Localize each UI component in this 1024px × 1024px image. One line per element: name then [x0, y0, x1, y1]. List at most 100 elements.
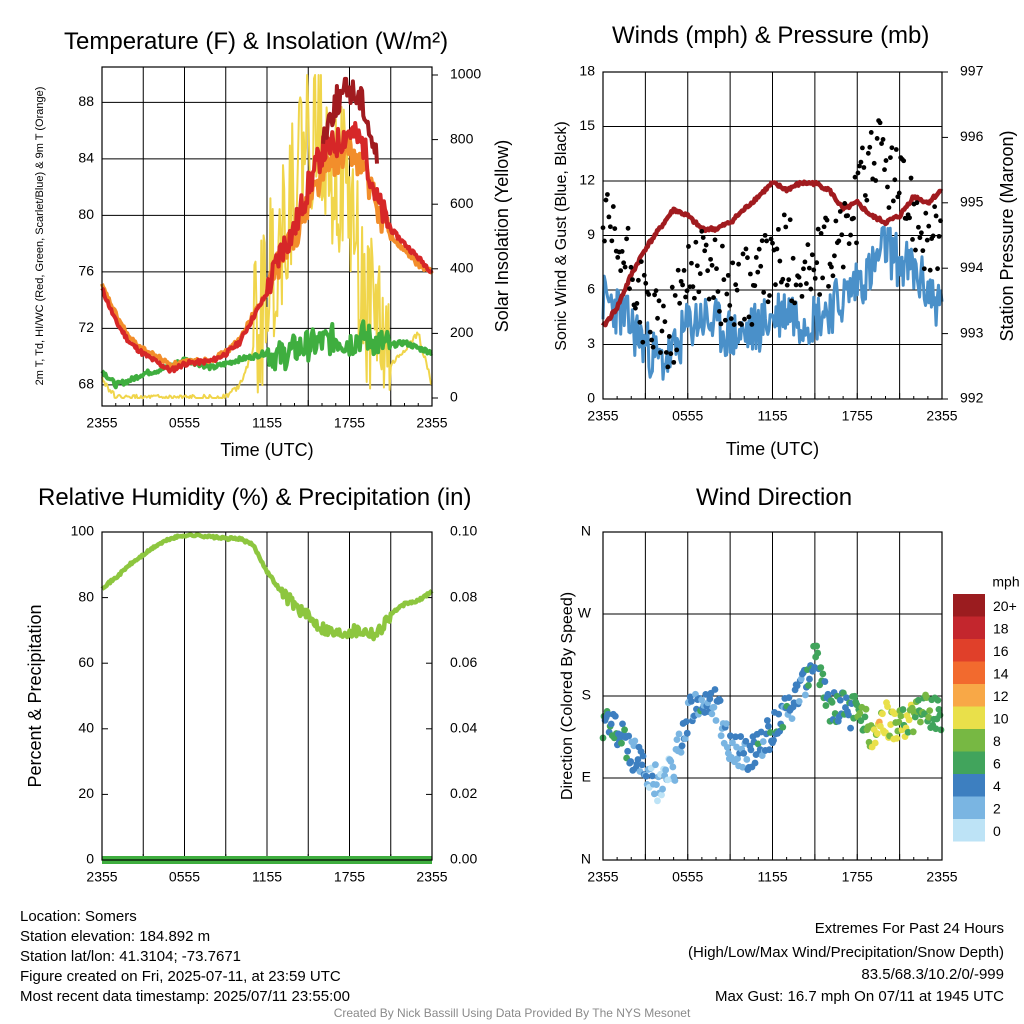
- gust-point: [784, 282, 790, 288]
- gust-point: [773, 282, 778, 288]
- direction-point: [675, 730, 683, 738]
- direction-point: [937, 726, 945, 734]
- gust-point: [880, 137, 886, 142]
- gust-point: [815, 226, 821, 232]
- plot-border: [101, 66, 433, 407]
- gust-point: [696, 289, 702, 295]
- direction-point: [751, 759, 759, 767]
- gust-point: [675, 267, 681, 273]
- gust-point: [719, 243, 725, 249]
- gust-point: [901, 158, 907, 164]
- direction-point: [847, 724, 854, 732]
- legend-swatch: [953, 661, 985, 684]
- x-tick-label: 0555: [169, 869, 200, 885]
- gust-point: [733, 282, 739, 288]
- gust-point: [662, 319, 668, 325]
- gust-point: [860, 145, 865, 151]
- gust-point: [888, 155, 893, 160]
- direction-point: [845, 711, 852, 719]
- gust-point: [812, 275, 818, 281]
- gust-point: [767, 293, 772, 298]
- direction-point: [767, 729, 774, 736]
- gust-point: [836, 238, 842, 244]
- gust-point: [689, 260, 694, 266]
- gust-point: [671, 359, 677, 365]
- direction-point: [785, 694, 793, 702]
- direction-point: [702, 690, 710, 698]
- y-tick-label: 88: [78, 93, 94, 109]
- direction-point: [619, 720, 626, 728]
- direction-point: [625, 732, 633, 740]
- direction-point: [905, 716, 913, 724]
- gust-point: [628, 264, 634, 270]
- legend-label: 16: [993, 643, 1009, 659]
- x-tick-label: 1155: [757, 408, 787, 424]
- gust-point: [874, 136, 880, 141]
- direction-point: [754, 740, 762, 748]
- recent-data-text: Most recent data timestamp: 2025/07/11 2…: [20, 988, 350, 1005]
- direction-point: [698, 696, 706, 704]
- direction-point: [873, 730, 881, 737]
- gust-point: [652, 292, 657, 298]
- gust-point: [936, 233, 942, 239]
- gust-point: [709, 262, 715, 268]
- direction-point: [856, 709, 864, 717]
- x-tick-label: 1155: [252, 869, 282, 885]
- direction-point: [923, 694, 930, 701]
- direction-point: [673, 736, 681, 744]
- gust-point: [896, 190, 902, 196]
- y-tick-label: 0: [587, 390, 595, 406]
- gust-point: [910, 236, 915, 242]
- y-tick-label: 100: [71, 523, 95, 539]
- direction-point: [710, 703, 718, 711]
- gust-point: [914, 200, 920, 206]
- x-tick-label: 0555: [169, 415, 200, 431]
- y-tick-label: 12: [579, 172, 595, 188]
- gust-point: [907, 215, 912, 221]
- gust-point: [635, 277, 641, 283]
- gust-point: [742, 316, 747, 322]
- y2-tick-label: 0.02: [450, 785, 477, 801]
- y-tick-label: 9: [587, 226, 595, 242]
- y-tick-label: 68: [78, 376, 94, 392]
- gust-point: [717, 308, 722, 314]
- gust-point: [747, 271, 753, 277]
- gust-point: [734, 287, 740, 293]
- gust-point: [882, 167, 887, 173]
- latlon-text: Station lat/lon: 41.3104; -73.7671: [20, 948, 242, 965]
- direction-point: [793, 682, 801, 690]
- gust-point: [765, 299, 771, 305]
- gust-point: [753, 255, 759, 260]
- gust-point: [805, 242, 811, 248]
- direction-point: [706, 695, 714, 703]
- gust-point: [691, 295, 697, 301]
- direction-point: [678, 742, 686, 750]
- y-tick-label: 80: [78, 206, 94, 222]
- gust-point: [749, 322, 755, 327]
- y2-axis-label: Station Pressure (Maroon): [997, 130, 1017, 341]
- direction-point: [887, 721, 895, 728]
- direction-point: [879, 710, 886, 718]
- direction-point: [692, 690, 699, 698]
- gust-point: [641, 272, 647, 278]
- gust-point: [790, 255, 796, 261]
- gust-point: [690, 284, 696, 290]
- gust-point: [656, 298, 662, 304]
- x-tick-label: 0555: [672, 408, 703, 424]
- gust-point: [851, 215, 856, 221]
- direction-point: [607, 720, 615, 728]
- gust-point: [731, 322, 737, 327]
- direction-point: [648, 772, 656, 780]
- legend-swatch: [953, 706, 985, 729]
- direction-point: [806, 675, 813, 683]
- credit-text: Created By Nick Bassill Using Data Provi…: [333, 1006, 691, 1020]
- direction-point: [716, 697, 724, 705]
- x-tick-label: 1755: [334, 869, 365, 885]
- gust-point: [839, 232, 845, 238]
- gust-point: [862, 193, 868, 198]
- x-tick-label: 2355: [86, 869, 117, 885]
- y2-tick-label: 0.04: [450, 720, 477, 736]
- gust-point: [832, 253, 837, 259]
- direction-point: [733, 743, 740, 751]
- gust-point: [913, 247, 918, 253]
